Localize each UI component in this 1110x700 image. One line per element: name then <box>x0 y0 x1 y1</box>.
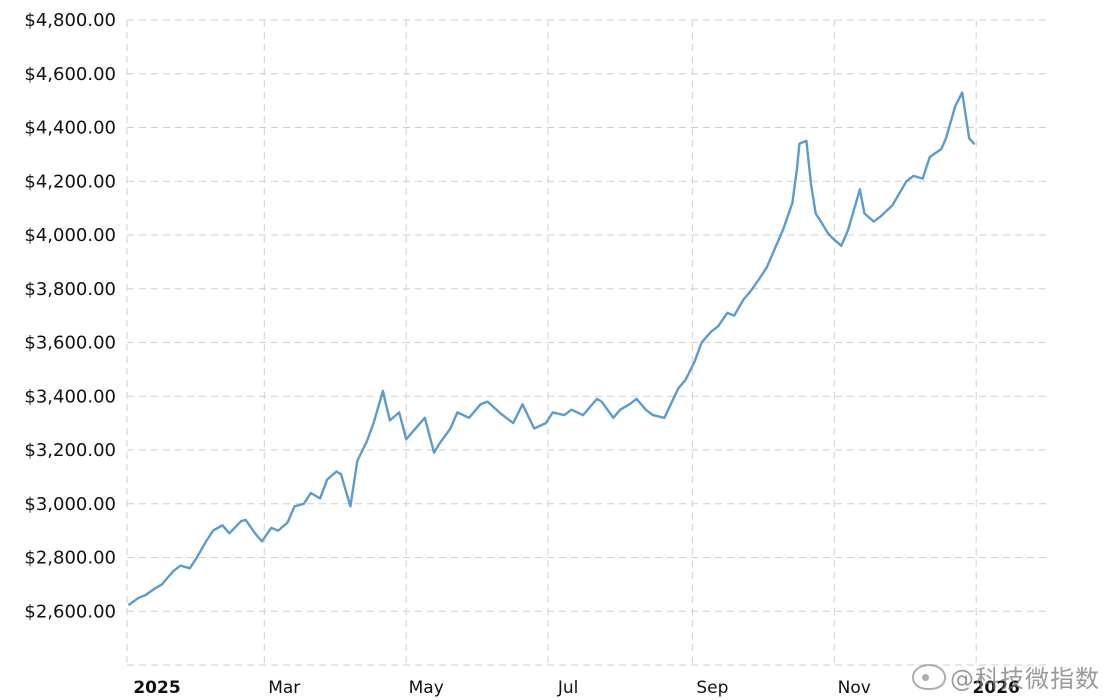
price-series-line <box>128 91 976 606</box>
y-tick-label: $4,400.00 <box>24 118 116 139</box>
watermark: @科技微指数 <box>912 659 1100 694</box>
y-tick-label: $4,000.00 <box>24 225 116 246</box>
y-tick-label: $4,800.00 <box>24 10 116 31</box>
x-tick-label: Mar <box>268 678 300 698</box>
y-tick-label: $3,000.00 <box>24 494 116 515</box>
watermark-text: @科技微指数 <box>950 665 1100 693</box>
x-tick-label: Nov <box>838 678 871 698</box>
weibo-icon <box>912 663 946 690</box>
x-axis-ticks: 2025 Mar May Jul Sep Nov 2026 <box>133 678 1020 698</box>
x-tick-label: May <box>409 678 444 698</box>
y-tick-label: $3,400.00 <box>24 386 116 407</box>
x-tick-label: Jul <box>557 678 579 698</box>
y-tick-label: $2,800.00 <box>24 548 116 569</box>
y-tick-label: $3,600.00 <box>24 333 116 354</box>
x-tick-label: Sep <box>696 678 728 698</box>
series-layer <box>128 91 976 606</box>
y-tick-label: $4,600.00 <box>24 64 116 85</box>
y-tick-label: $2,600.00 <box>24 601 116 622</box>
y-axis-ticks: $2,600.00 $2,800.00 $3,000.00 $3,200.00 $3,4… <box>24 10 116 622</box>
y-tick-label: $4,200.00 <box>24 171 116 192</box>
x-tick-label: 2025 <box>133 678 180 698</box>
grid <box>126 19 1046 666</box>
y-tick-label: $3,800.00 <box>24 279 116 300</box>
x-tick-label: 2026 <box>973 678 1020 698</box>
y-tick-label: $3,200.00 <box>24 440 116 461</box>
